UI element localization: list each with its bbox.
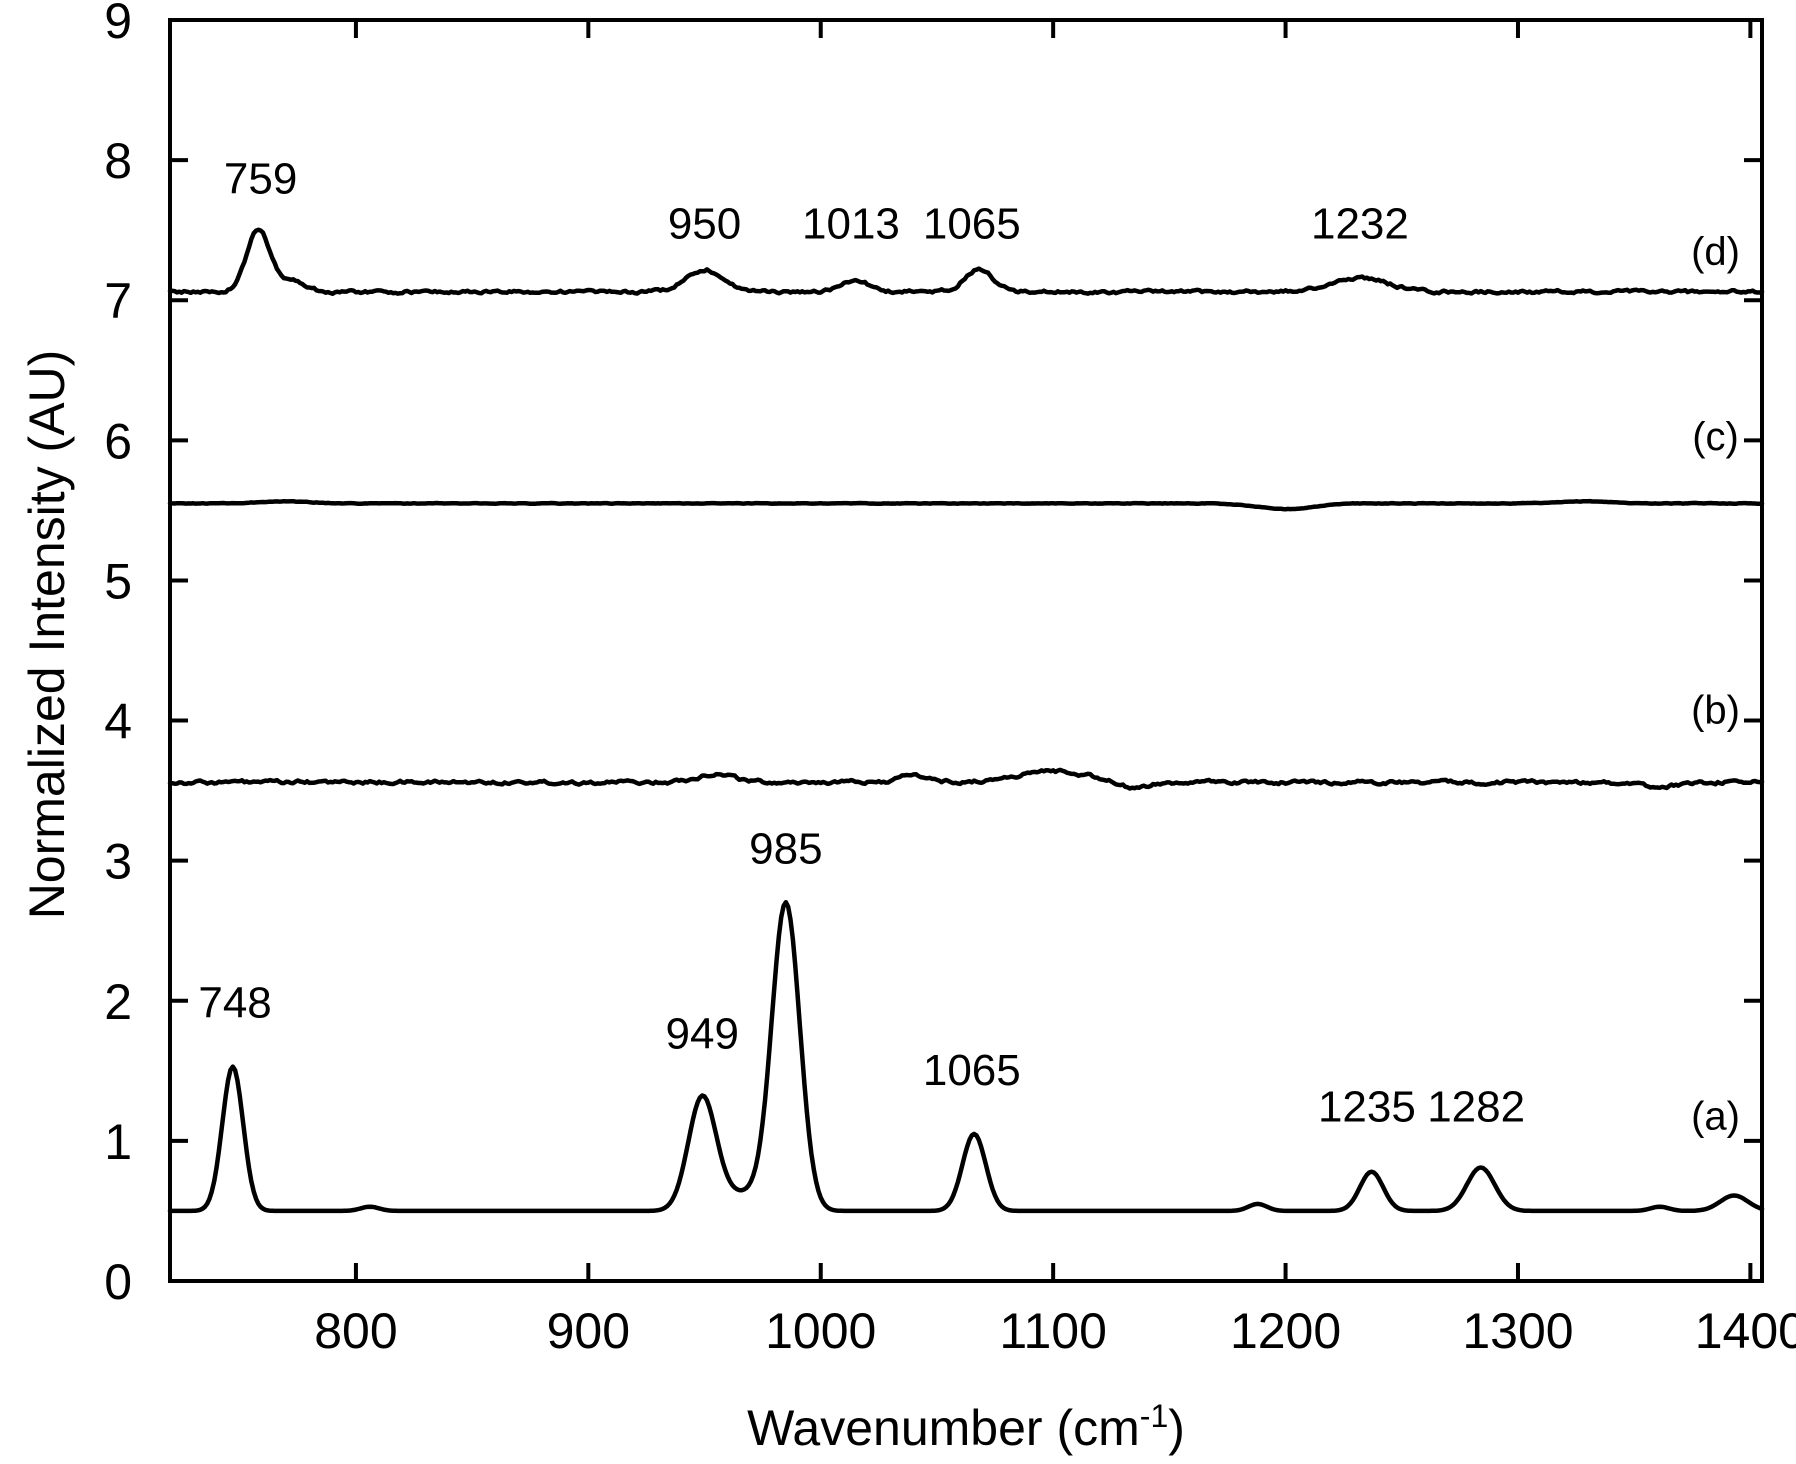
peak-label: 1065 — [923, 1046, 1021, 1095]
y-tick-label: 5 — [104, 553, 132, 609]
plot-frame — [168, 18, 1764, 1283]
x-tick-label: 1200 — [1230, 1303, 1341, 1359]
x-axis-label-suffix: ) — [1168, 1400, 1185, 1456]
y-tick-label: 0 — [104, 1254, 132, 1310]
series-label-a: (a) — [1691, 1095, 1740, 1139]
peak-label: 1282 — [1427, 1082, 1525, 1131]
x-tick-label: 1400 — [1695, 1303, 1796, 1359]
y-tick-label: 2 — [104, 974, 132, 1030]
peak-label: 748 — [198, 979, 271, 1028]
x-tick-label: 1000 — [765, 1303, 876, 1359]
x-tick-label: 800 — [314, 1303, 397, 1359]
series-label-d: (d) — [1691, 230, 1740, 274]
x-axis-label-main: Wavenumber (cm — [747, 1400, 1140, 1456]
x-axis-label: Wavenumber (cm-1) — [747, 1398, 1185, 1456]
y-tick-label: 1 — [104, 1114, 132, 1170]
spectrum-line-d — [167, 227, 1765, 297]
spectrum-line-b — [167, 767, 1765, 791]
y-tick-label: 6 — [104, 413, 132, 469]
x-tick-label: 1100 — [999, 1303, 1107, 1359]
y-tick-label: 4 — [104, 694, 132, 750]
y-tick-label: 3 — [104, 834, 132, 890]
series-label-b: (b) — [1691, 688, 1740, 732]
y-axis-label: Normalized Intensity (AU) — [19, 350, 75, 920]
peak-label: 1065 — [923, 200, 1021, 249]
axis-ticks — [170, 18, 1762, 1283]
x-tick-label: 900 — [547, 1303, 630, 1359]
peak-label: 985 — [749, 824, 822, 873]
peak-label: 950 — [668, 200, 741, 249]
peak-label: 1232 — [1311, 200, 1409, 249]
spectrum-line-a — [167, 899, 1765, 1214]
peak-label: 1013 — [802, 200, 900, 249]
peak-label: 1235 — [1318, 1082, 1416, 1131]
peak-label: 759 — [224, 155, 297, 204]
y-tick-label: 9 — [104, 0, 132, 49]
x-tick-label: 1300 — [1462, 1303, 1573, 1359]
spectra-curves — [167, 227, 1765, 1214]
peak-label: 949 — [666, 1009, 739, 1058]
y-tick-label: 7 — [104, 273, 132, 329]
spectrum-line-c — [167, 498, 1765, 512]
series-label-c: (c) — [1692, 415, 1739, 459]
y-tick-label: 8 — [104, 133, 132, 189]
chart-labels: 800 900 1000 1100 1200 1300 1400 0 1 2 3 4 5 6 7 8 9 (a) 7… — [104, 0, 1796, 1359]
x-axis-label-superscript: -1 — [1140, 1398, 1168, 1434]
